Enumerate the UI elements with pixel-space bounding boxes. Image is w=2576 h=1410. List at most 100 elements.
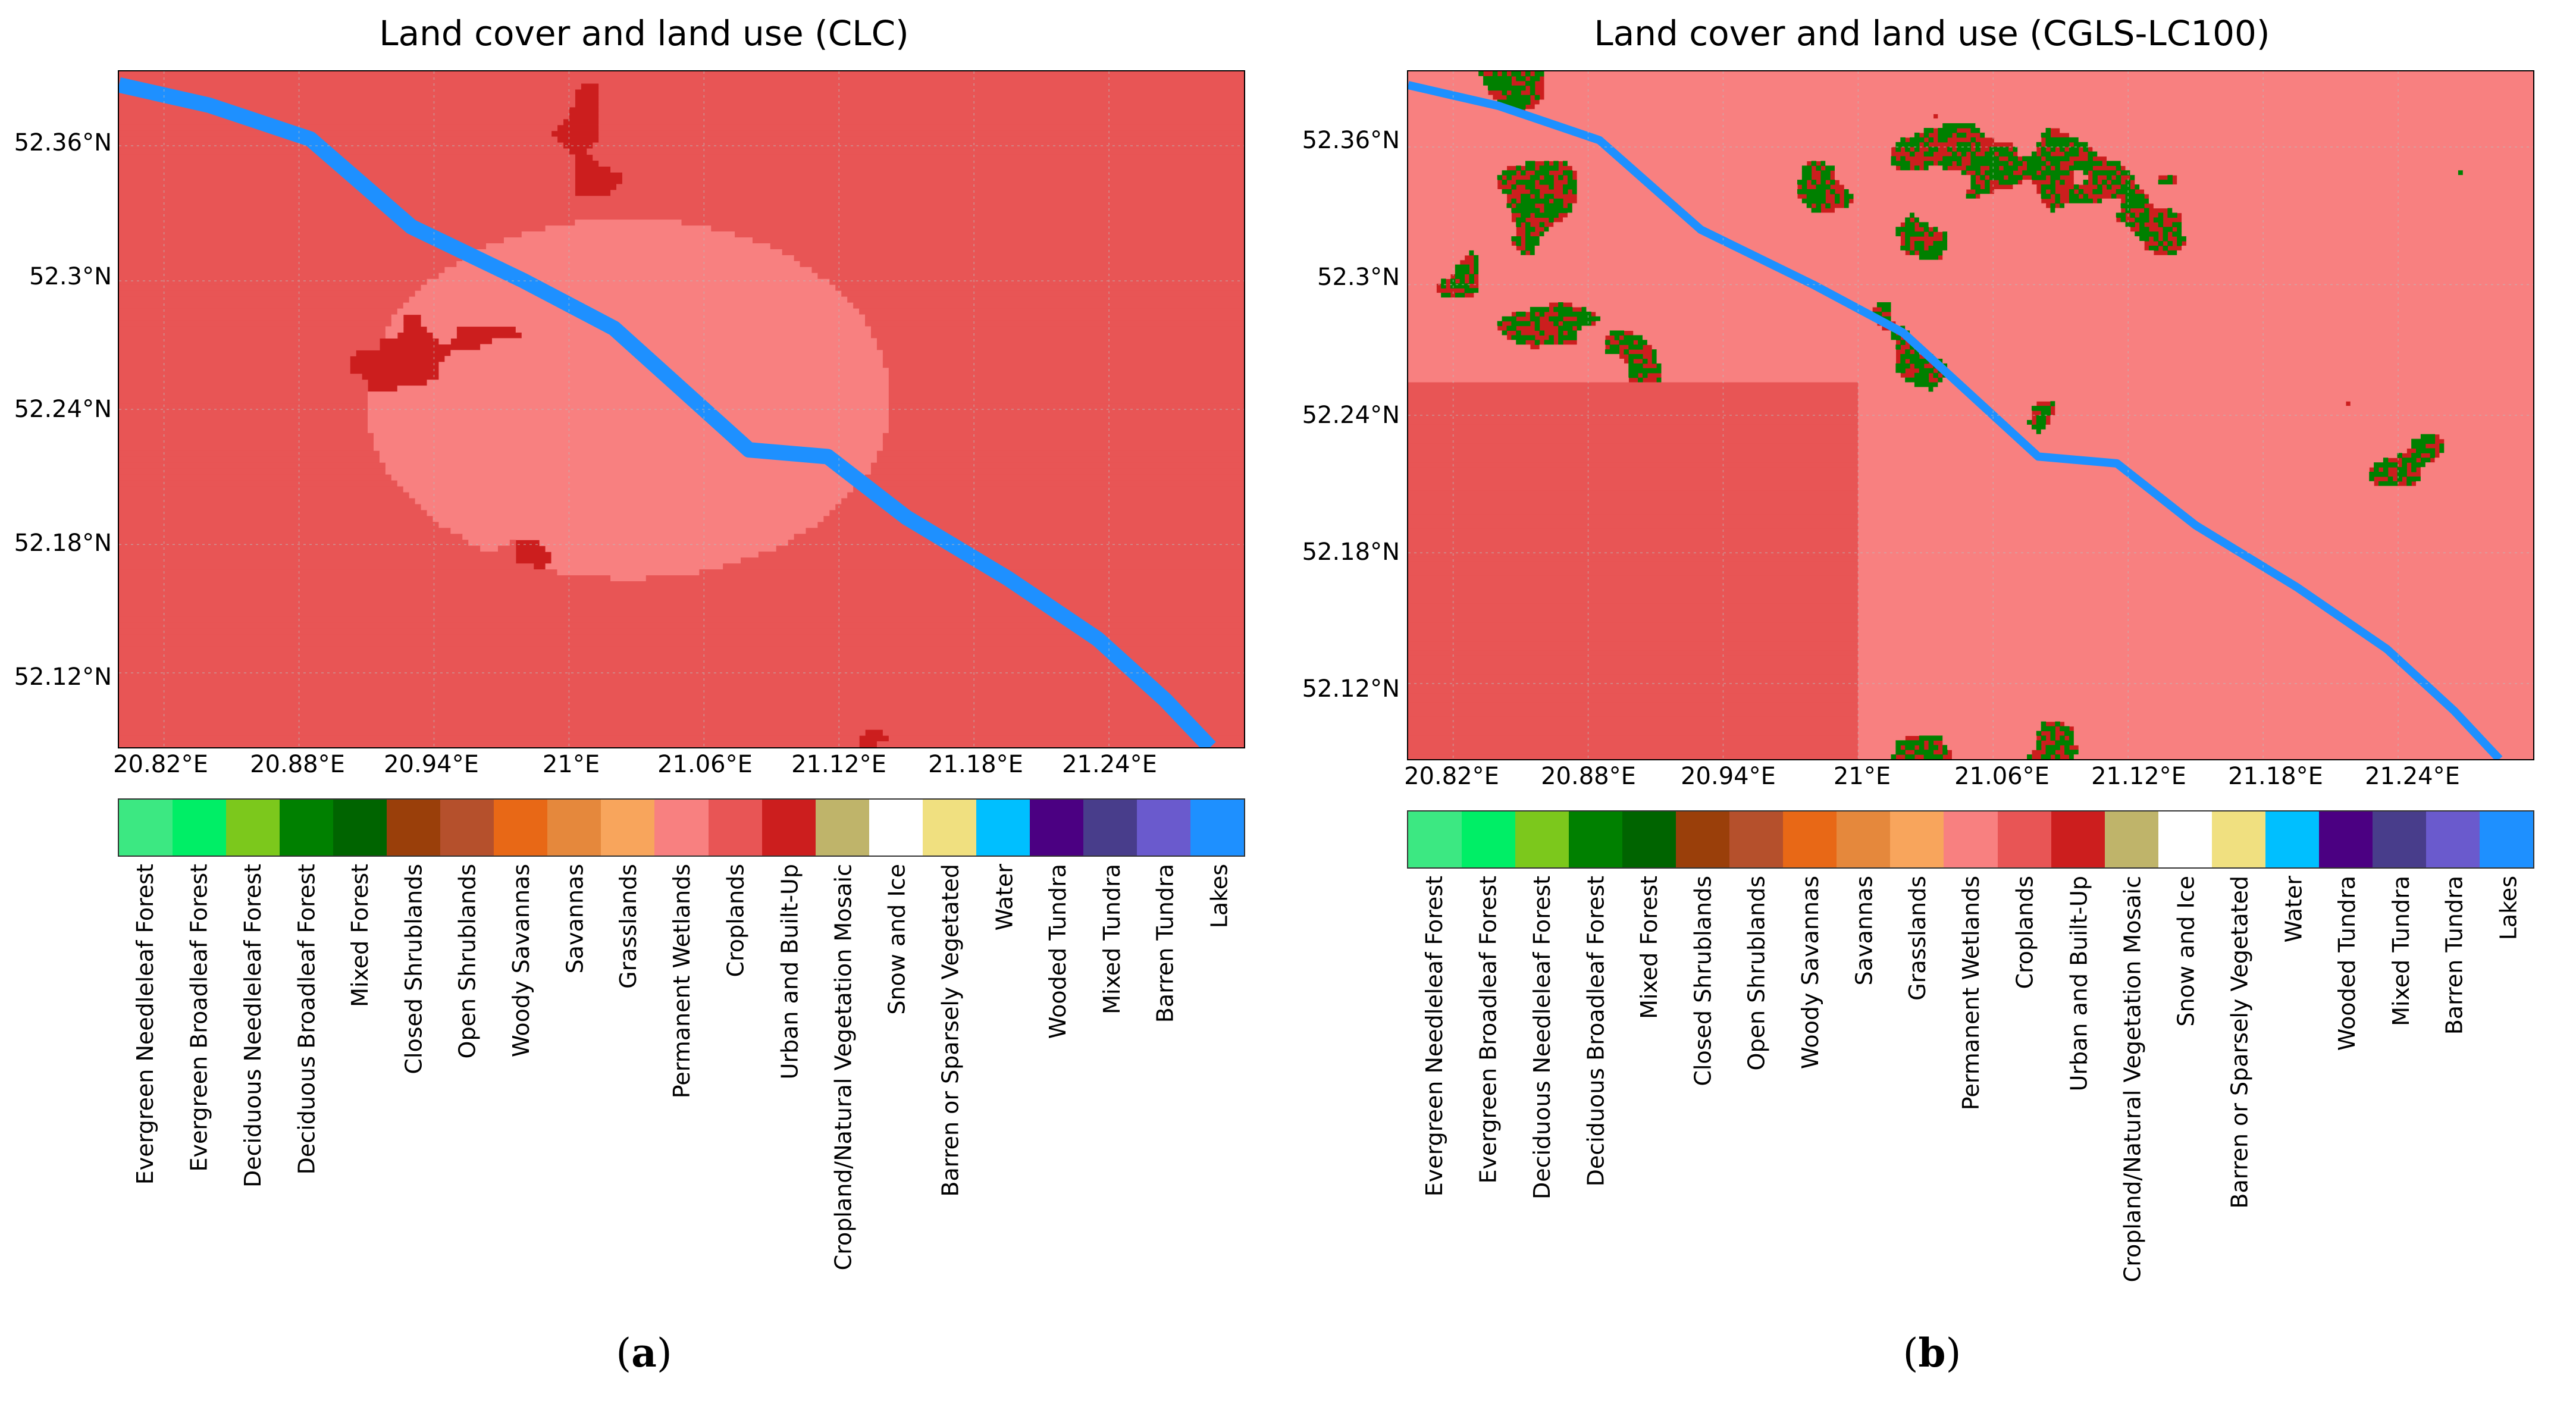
class-name: Deciduous Needleleaf Forest xyxy=(1528,876,1555,1200)
colorbar-class-label: Cropland/Natural Vegetation Mosaic xyxy=(830,864,856,1270)
colorbar-swatch xyxy=(976,800,1030,856)
class-name: Barren Tundra xyxy=(2441,876,2468,1035)
lat-tick-label: 52.24°N xyxy=(1302,402,1400,429)
lat-tick-label: 52.36°N xyxy=(14,129,112,156)
colorbar-class-label: Mixed Forest xyxy=(347,864,373,1007)
colorbar-class-label: Croplands xyxy=(723,864,749,977)
colorbar xyxy=(118,798,1245,857)
class-name: Woody Savannas xyxy=(507,864,534,1057)
class-name: Water xyxy=(991,864,1017,931)
colorbar xyxy=(1407,810,2534,869)
colorbar-class-label: Deciduous Needleleaf Forest xyxy=(1529,876,1555,1199)
class-name: Closed Shrublands xyxy=(1690,876,1716,1086)
lat-tick-label: 52.18°N xyxy=(1302,538,1400,566)
class-name: Urban and Built-Up xyxy=(2065,876,2092,1092)
colorbar-class-label: Deciduous Broadleaf Forest xyxy=(1582,876,1609,1186)
colorbar-swatch xyxy=(2211,811,2265,867)
colorbar-swatch xyxy=(226,800,280,856)
colorbar-class-label: Barren or Sparsely Vegetated xyxy=(2227,876,2253,1209)
colorbar-swatch xyxy=(1997,811,2051,867)
class-name: Mixed Tundra xyxy=(1098,864,1125,1014)
class-name: Barren or Sparsely Vegetated xyxy=(2226,876,2253,1209)
colorbar-swatch xyxy=(1676,811,1730,867)
colorbar-swatch xyxy=(333,800,387,856)
colorbar-class-label: Evergreen Broadleaf Forest xyxy=(1475,876,1501,1183)
colorbar-swatch xyxy=(922,800,976,856)
class-name: Lakes xyxy=(1205,864,1232,929)
class-name: Deciduous Broadleaf Forest xyxy=(293,864,319,1175)
class-name: Mixed Tundra xyxy=(2387,876,2414,1026)
colorbar-swatch xyxy=(1029,800,1083,856)
panel-title: Land cover and land use (CLC) xyxy=(379,13,909,54)
lat-tick-label: 52.3°N xyxy=(29,263,112,290)
lat-tick-label: 52.3°N xyxy=(1317,264,1400,291)
colorbar-class-label: Evergreen Broadleaf Forest xyxy=(186,864,212,1171)
lon-tick-label: 21.24°E xyxy=(2365,763,2460,790)
panel-b: Land cover and land use (CGLS-LC100) 52.… xyxy=(1288,0,2576,1410)
lon-tick-label: 20.94°E xyxy=(384,751,479,778)
colorbar-swatch xyxy=(1190,800,1244,856)
colorbar-swatch xyxy=(2372,811,2426,867)
colorbar-class-label: Barren or Sparsely Vegetated xyxy=(938,864,964,1197)
lon-tick-label: 21.24°E xyxy=(1062,751,1157,778)
colorbar-class-label: Barren Tundra xyxy=(2442,876,2468,1035)
class-name: Barren or Sparsely Vegetated xyxy=(937,864,964,1197)
colorbar-swatch xyxy=(2318,811,2373,867)
colorbar-class-label: Closed Shrublands xyxy=(1690,876,1716,1086)
class-name: Water xyxy=(2280,876,2307,943)
lat-tick-label: 52.36°N xyxy=(1302,127,1400,154)
panel-a: Land cover and land use (CLC) 52.36°N 52… xyxy=(14,13,1245,1376)
lat-tick-label: 52.18°N xyxy=(14,529,112,557)
colorbar-swatch xyxy=(761,800,816,856)
lon-tick-label: 21°E xyxy=(542,751,600,778)
colorbar-swatch xyxy=(601,800,655,856)
colorbar-class-label: Deciduous Needleleaf Forest xyxy=(240,864,266,1187)
class-name: Croplands xyxy=(722,864,749,977)
lon-tick-label: 20.88°E xyxy=(1541,763,1636,790)
lat-tick-label: 52.12°N xyxy=(1302,675,1400,703)
colorbar-swatch xyxy=(1944,811,1998,867)
lon-tick-label: 20.94°E xyxy=(1681,763,1776,790)
lat-tick-label: 52.24°N xyxy=(14,396,112,423)
colorbar-swatch xyxy=(815,800,869,856)
colorbar-swatch xyxy=(547,800,601,856)
class-name: Snow and Ice xyxy=(883,864,910,1015)
class-name: Permanent Wetlands xyxy=(1958,876,1985,1111)
colorbar-swatch xyxy=(2265,811,2319,867)
colorbar-swatch xyxy=(2158,811,2212,867)
lon-tick-label: 21.12°E xyxy=(791,751,886,778)
colorbar-swatch xyxy=(280,800,334,856)
lon-tick-label: 21.06°E xyxy=(657,751,753,778)
class-name: Open Shrublands xyxy=(454,864,481,1059)
colorbar-class-label: Lakes xyxy=(1206,864,1232,928)
river-vistula xyxy=(1408,81,2503,759)
class-name: Closed Shrublands xyxy=(400,864,427,1074)
class-name: Mixed Forest xyxy=(1636,876,1663,1019)
colorbar-swatch xyxy=(440,800,494,856)
land-cover-map xyxy=(118,70,1245,748)
lat-tick-label: 52.12°N xyxy=(14,663,112,691)
lon-tick-label: 21.18°E xyxy=(928,751,1023,778)
lon-tick-label: 21.18°E xyxy=(2228,763,2323,790)
colorbar-class-label: Savannas xyxy=(562,864,588,973)
class-name: Snow and Ice xyxy=(2173,876,2199,1027)
lon-tick-label: 20.82°E xyxy=(113,751,208,778)
class-name: Savannas xyxy=(1851,876,1878,986)
class-name: Urban and Built-Up xyxy=(776,864,803,1080)
lon-tick-label: 20.82°E xyxy=(1404,763,1499,790)
colorbar-class-label: Permanent Wetlands xyxy=(1958,876,1985,1110)
panel-caption: (a) xyxy=(616,1330,672,1376)
class-name: Savannas xyxy=(562,864,588,974)
colorbar-swatch xyxy=(2479,811,2533,867)
colorbar-class-label: Urban and Built-Up xyxy=(2066,876,2092,1091)
colorbar-swatch xyxy=(173,800,227,856)
lon-tick-label: 20.88°E xyxy=(250,751,345,778)
class-name: Permanent Wetlands xyxy=(669,864,695,1099)
lon-tick-label: 21.12°E xyxy=(2091,763,2186,790)
class-name: Grasslands xyxy=(615,864,642,989)
colorbar-swatch xyxy=(1837,811,1891,867)
colorbar-swatch xyxy=(2425,811,2480,867)
colorbar-swatch xyxy=(2104,811,2158,867)
panel-caption: (b) xyxy=(1903,1330,1961,1376)
colorbar-swatch xyxy=(1136,800,1190,856)
